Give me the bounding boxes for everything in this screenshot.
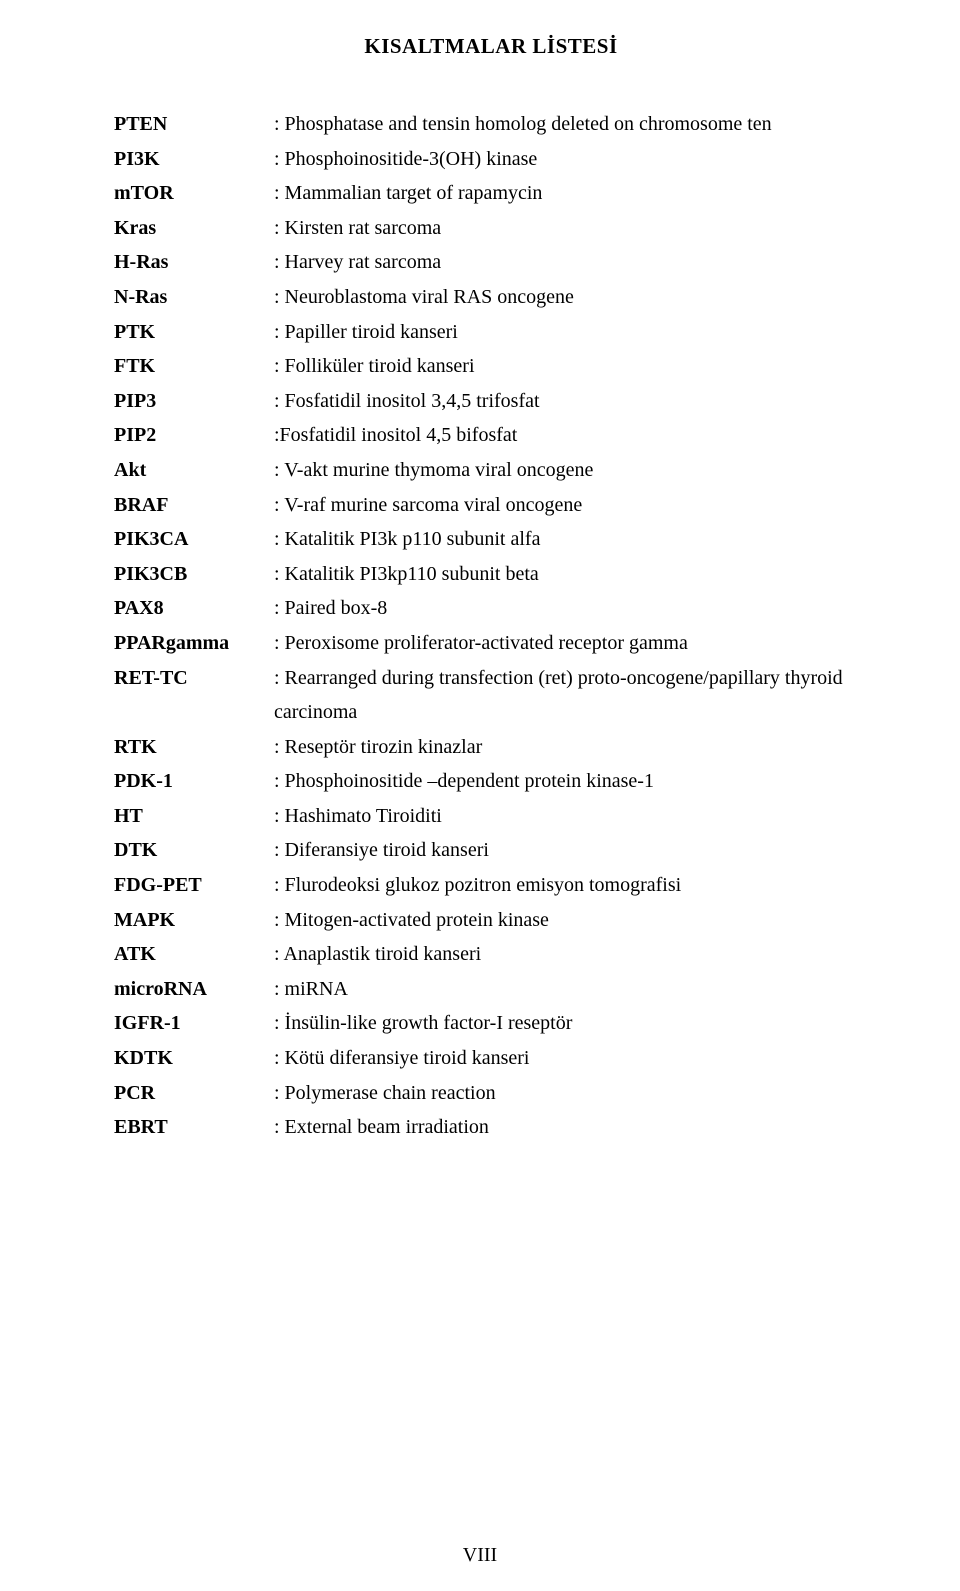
abbreviation-term: PTK: [114, 315, 274, 350]
abbreviation-term: BRAF: [114, 488, 274, 523]
abbreviation-entry: PIK3CB: Katalitik PI3kp110 subunit beta: [114, 557, 868, 592]
abbreviation-term: FTK: [114, 349, 274, 384]
abbreviation-term: PAX8: [114, 591, 274, 626]
abbreviation-definition: : Peroxisome proliferator-activated rece…: [274, 626, 868, 661]
abbreviation-definition: : Mitogen-activated protein kinase: [274, 903, 868, 938]
abbreviation-term: PPARgamma: [114, 626, 274, 661]
abbreviation-definition: : Katalitik PI3kp110 subunit beta: [274, 557, 868, 592]
abbreviation-term: PCR: [114, 1076, 274, 1111]
abbreviation-definition: : Neuroblastoma viral RAS oncogene: [274, 280, 868, 315]
abbreviation-entry: Akt: V-akt murine thymoma viral oncogene: [114, 453, 868, 488]
abbreviation-entry: IGFR-1: İnsülin-like growth factor-I res…: [114, 1006, 868, 1041]
abbreviation-definition: : İnsülin-like growth factor-I reseptör: [274, 1006, 868, 1041]
abbreviation-entry: Kras: Kirsten rat sarcoma: [114, 211, 868, 246]
abbreviation-term: KDTK: [114, 1041, 274, 1076]
abbreviation-definition: : Harvey rat sarcoma: [274, 245, 868, 280]
abbreviation-term: FDG-PET: [114, 868, 274, 903]
abbreviation-entry: PTK: Papiller tiroid kanseri: [114, 315, 868, 350]
abbreviation-term: PI3K: [114, 142, 274, 177]
abbreviation-entry: H-Ras: Harvey rat sarcoma: [114, 245, 868, 280]
abbreviation-term: Akt: [114, 453, 274, 488]
abbreviation-term: IGFR-1: [114, 1006, 274, 1041]
page-number: VIII: [0, 1544, 960, 1567]
abbreviation-term: PIP2: [114, 418, 274, 453]
abbreviation-definition: : miRNA: [274, 972, 868, 1007]
abbreviation-entry: PI3K: Phosphoinositide-3(OH) kinase: [114, 142, 868, 177]
document-page: KISALTMALAR LİSTESİ PTEN: Phosphatase an…: [0, 0, 960, 1591]
abbreviation-term: H-Ras: [114, 245, 274, 280]
abbreviation-term: EBRT: [114, 1110, 274, 1145]
abbreviation-term: N-Ras: [114, 280, 274, 315]
abbreviation-definition: : V-akt murine thymoma viral oncogene: [274, 453, 868, 488]
abbreviation-term: RTK: [114, 730, 274, 765]
page-title: KISALTMALAR LİSTESİ: [114, 34, 868, 59]
abbreviation-term: HT: [114, 799, 274, 834]
abbreviation-entry: PIK3CA: Katalitik PI3k p110 subunit alfa: [114, 522, 868, 557]
abbreviation-entry: RTK: Reseptör tirozin kinazlar: [114, 730, 868, 765]
abbreviation-definition: : Fosfatidil inositol 3,4,5 trifosfat: [274, 384, 868, 419]
abbreviation-definition: : Polymerase chain reaction: [274, 1076, 868, 1111]
abbreviation-entry: PCR: Polymerase chain reaction: [114, 1076, 868, 1111]
abbreviation-definition: : Phosphoinositide –dependent protein ki…: [274, 764, 868, 799]
abbreviation-term: microRNA: [114, 972, 274, 1007]
abbreviation-definition: : Anaplastik tiroid kanseri: [274, 937, 868, 972]
abbreviation-term: ATK: [114, 937, 274, 972]
abbreviation-term: DTK: [114, 833, 274, 868]
abbreviation-definition: : Phosphatase and tensin homolog deleted…: [274, 107, 868, 142]
abbreviation-definition: : Reseptör tirozin kinazlar: [274, 730, 868, 765]
abbreviation-definition: : External beam irradiation: [274, 1110, 868, 1145]
abbreviation-entry: DTK: Diferansiye tiroid kanseri: [114, 833, 868, 868]
abbreviation-definition: : Rearranged during transfection (ret) p…: [274, 661, 868, 730]
abbreviation-definition: : Papiller tiroid kanseri: [274, 315, 868, 350]
abbreviation-entry: PIP2:Fosfatidil inositol 4,5 bifosfat: [114, 418, 868, 453]
abbreviation-definition: : V-raf murine sarcoma viral oncogene: [274, 488, 868, 523]
abbreviation-term: RET-TC: [114, 661, 274, 696]
abbreviation-entry: RET-TC: Rearranged during transfection (…: [114, 661, 868, 730]
abbreviation-term: PTEN: [114, 107, 274, 142]
abbreviation-definition: :Fosfatidil inositol 4,5 bifosfat: [274, 418, 868, 453]
abbreviation-term: Kras: [114, 211, 274, 246]
abbreviation-entry: PAX8: Paired box-8: [114, 591, 868, 626]
abbreviation-definition: : Paired box-8: [274, 591, 868, 626]
abbreviations-list: PTEN: Phosphatase and tensin homolog del…: [114, 107, 868, 1145]
abbreviation-entry: MAPK: Mitogen-activated protein kinase: [114, 903, 868, 938]
abbreviation-term: MAPK: [114, 903, 274, 938]
abbreviation-definition: : Phosphoinositide-3(OH) kinase: [274, 142, 868, 177]
abbreviation-entry: BRAF: V-raf murine sarcoma viral oncogen…: [114, 488, 868, 523]
abbreviation-entry: mTOR: Mammalian target of rapamycin: [114, 176, 868, 211]
abbreviation-definition: : Hashimato Tiroiditi: [274, 799, 868, 834]
abbreviation-entry: N-Ras: Neuroblastoma viral RAS oncogene: [114, 280, 868, 315]
abbreviation-definition: : Diferansiye tiroid kanseri: [274, 833, 868, 868]
abbreviation-definition: : Flurodeoksi glukoz pozitron emisyon to…: [274, 868, 868, 903]
abbreviation-entry: FDG-PET: Flurodeoksi glukoz pozitron emi…: [114, 868, 868, 903]
abbreviation-term: PIP3: [114, 384, 274, 419]
abbreviation-entry: HT: Hashimato Tiroiditi: [114, 799, 868, 834]
abbreviation-entry: PIP3: Fosfatidil inositol 3,4,5 trifosfa…: [114, 384, 868, 419]
abbreviation-definition: : Kirsten rat sarcoma: [274, 211, 868, 246]
abbreviation-entry: PDK-1: Phosphoinositide –dependent prote…: [114, 764, 868, 799]
abbreviation-definition: : Katalitik PI3k p110 subunit alfa: [274, 522, 868, 557]
abbreviation-entry: ATK: Anaplastik tiroid kanseri: [114, 937, 868, 972]
abbreviation-entry: FTK: Folliküler tiroid kanseri: [114, 349, 868, 384]
abbreviation-term: PDK-1: [114, 764, 274, 799]
abbreviation-definition: : Folliküler tiroid kanseri: [274, 349, 868, 384]
abbreviation-entry: microRNA: miRNA: [114, 972, 868, 1007]
abbreviation-entry: EBRT: External beam irradiation: [114, 1110, 868, 1145]
abbreviation-term: PIK3CA: [114, 522, 274, 557]
abbreviation-term: PIK3CB: [114, 557, 274, 592]
abbreviation-entry: KDTK: Kötü diferansiye tiroid kanseri: [114, 1041, 868, 1076]
abbreviation-term: mTOR: [114, 176, 274, 211]
abbreviation-entry: PTEN: Phosphatase and tensin homolog del…: [114, 107, 868, 142]
abbreviation-definition: : Mammalian target of rapamycin: [274, 176, 868, 211]
abbreviation-definition: : Kötü diferansiye tiroid kanseri: [274, 1041, 868, 1076]
abbreviation-entry: PPARgamma: Peroxisome proliferator-activ…: [114, 626, 868, 661]
